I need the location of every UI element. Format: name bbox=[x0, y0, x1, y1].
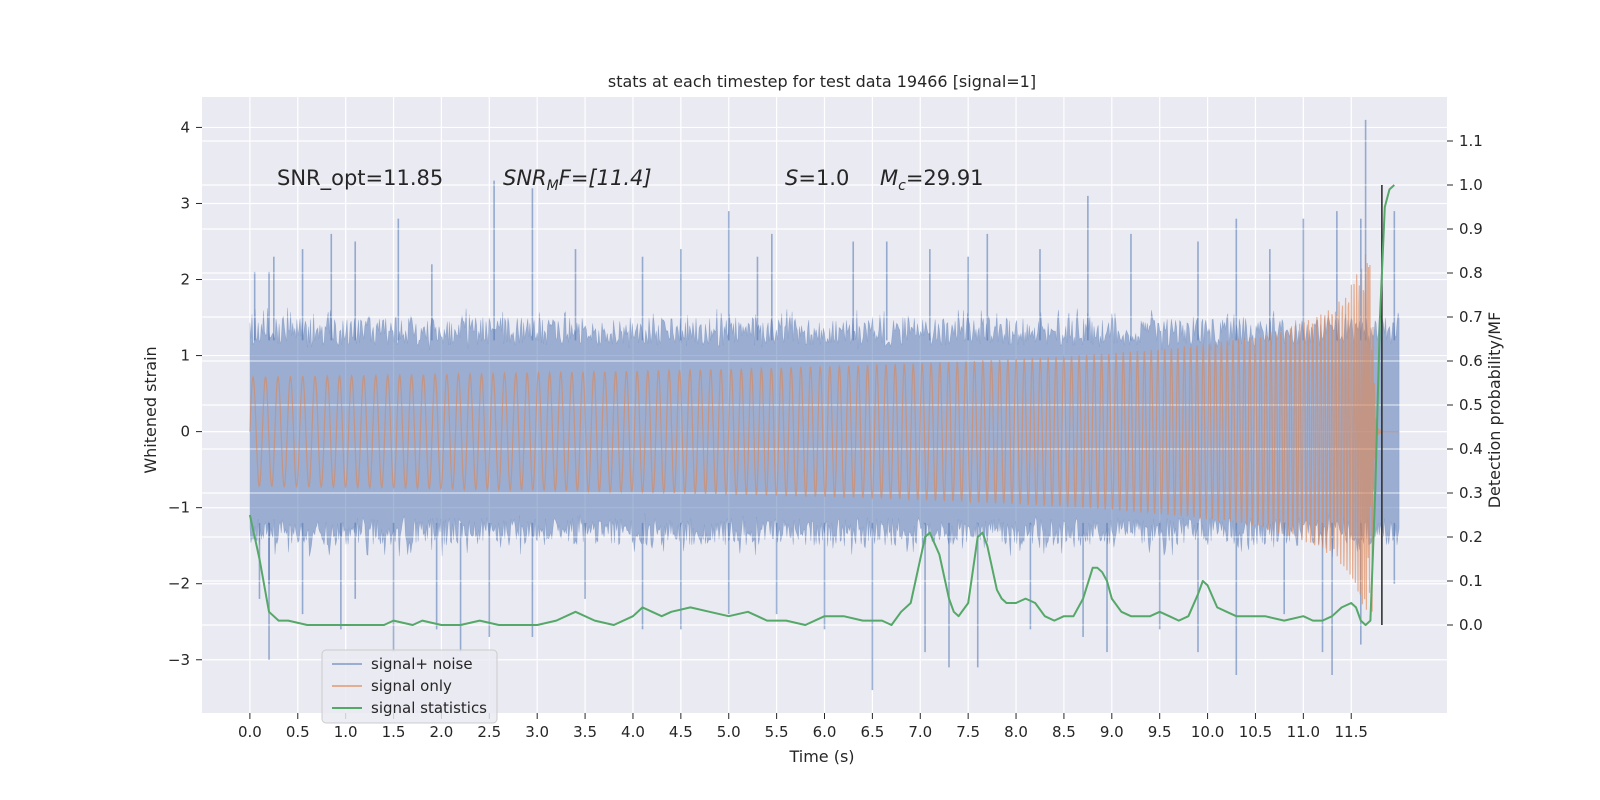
annotation-mc-rest: =29.91 bbox=[906, 166, 984, 190]
x-tick-label-6: 3.0 bbox=[525, 723, 549, 741]
annotation-s-rest: =1.0 bbox=[798, 166, 849, 190]
x-tick-label-12: 6.0 bbox=[813, 723, 837, 741]
y-axis-label: Whitened strain bbox=[141, 346, 160, 473]
legend-label-signal: signal only bbox=[371, 677, 452, 695]
annotation-snr-mf-sub: M bbox=[547, 178, 559, 194]
chart-title: stats at each timestep for test data 194… bbox=[608, 72, 1036, 91]
x-tick-label-15: 7.5 bbox=[956, 723, 980, 741]
y-tick-label-3: 1 bbox=[180, 347, 190, 365]
series-signal-only bbox=[249, 254, 1400, 612]
y2-tick-label-10: 0.1 bbox=[1459, 572, 1483, 590]
x-tick-label-9: 4.5 bbox=[669, 723, 693, 741]
x-tick-label-13: 6.5 bbox=[860, 723, 884, 741]
legend-label-noise: signal+ noise bbox=[371, 655, 473, 673]
y-tick-label-1: 3 bbox=[180, 194, 190, 212]
y-tick-label-5: −1 bbox=[168, 499, 190, 517]
x-tick-label-1: 0.5 bbox=[286, 723, 310, 741]
noise-spikes bbox=[253, 119, 1396, 691]
x-tick-label-10: 5.0 bbox=[717, 723, 741, 741]
x-tick-label-4: 2.0 bbox=[429, 723, 453, 741]
annotation-snr-opt: SNR_opt=11.85 bbox=[277, 166, 443, 191]
annotation-snr-mf-rest: F=[11.4] bbox=[559, 166, 652, 190]
x-tick-label-0: 0.0 bbox=[238, 723, 262, 741]
annotation-mc: Mc=29.91 bbox=[880, 166, 984, 194]
y-tick-label-6: −2 bbox=[168, 575, 190, 593]
x-tick-label-22: 11.0 bbox=[1287, 723, 1320, 741]
y-axis-right: 1.1 1.0 0.9 0.8 0.7 0.6 0.5 0.4 0.3 0.2 0.1 0.0 bbox=[1447, 132, 1483, 634]
x-tick-label-19: 9.5 bbox=[1148, 723, 1172, 741]
x-axis-label: Time (s) bbox=[788, 747, 854, 766]
y2-tick-label-7: 0.4 bbox=[1459, 440, 1483, 458]
y2-tick-label-0: 1.1 bbox=[1459, 132, 1483, 150]
x-tick-label-5: 2.5 bbox=[477, 723, 501, 741]
y2-tick-label-11: 0.0 bbox=[1459, 616, 1483, 634]
y2-tick-label-3: 0.8 bbox=[1459, 264, 1483, 282]
y-axis-left: 4 3 2 1 0 −1 −2 −3 bbox=[168, 118, 202, 669]
x-tick-label-11: 5.5 bbox=[765, 723, 789, 741]
x-tick-label-18: 9.0 bbox=[1100, 723, 1124, 741]
x-tick-label-23: 11.5 bbox=[1335, 723, 1368, 741]
y2-tick-label-4: 0.7 bbox=[1459, 308, 1483, 326]
annotation-mc-sub: c bbox=[898, 178, 906, 194]
x-tick-label-8: 4.0 bbox=[621, 723, 645, 741]
x-tick-label-2: 1.0 bbox=[334, 723, 358, 741]
y2-tick-label-6: 0.5 bbox=[1459, 396, 1483, 414]
x-tick-label-3: 1.5 bbox=[382, 723, 406, 741]
x-tick-label-17: 8.5 bbox=[1052, 723, 1076, 741]
y2-axis-label: Detection probability/MF bbox=[1485, 312, 1504, 509]
annotation-s: S=1.0 bbox=[785, 166, 849, 190]
x-tick-label-7: 3.5 bbox=[573, 723, 597, 741]
legend: signal+ noise signal only signal statist… bbox=[321, 649, 498, 724]
x-tick-label-21: 10.5 bbox=[1239, 723, 1272, 741]
y2-tick-label-8: 0.3 bbox=[1459, 484, 1483, 502]
plot-content bbox=[202, 119, 1447, 691]
annotation-snr-mf: SNRMF=[11.4] bbox=[503, 166, 652, 194]
series-signal-statistics bbox=[248, 184, 1395, 626]
legend-box bbox=[321, 649, 498, 724]
y-tick-label-2: 2 bbox=[180, 271, 190, 289]
annotation-mc-main: M bbox=[880, 166, 898, 190]
y-tick-label-7: −3 bbox=[168, 651, 190, 669]
y2-tick-label-1: 1.0 bbox=[1459, 176, 1483, 194]
x-tick-label-16: 8.0 bbox=[1004, 723, 1028, 741]
legend-label-stat: signal statistics bbox=[371, 699, 487, 717]
x-tick-label-20: 10.0 bbox=[1191, 723, 1224, 741]
x-tick-label-14: 7.0 bbox=[908, 723, 932, 741]
y2-tick-label-2: 0.9 bbox=[1459, 220, 1483, 238]
y-tick-label-4: 0 bbox=[180, 423, 190, 441]
y-tick-label-0: 4 bbox=[180, 118, 190, 136]
y2-tick-label-9: 0.2 bbox=[1459, 528, 1483, 546]
y2-tick-label-5: 0.6 bbox=[1459, 352, 1483, 370]
annotation-snr-mf-main: SNR bbox=[503, 166, 547, 190]
annotation-s-main: S bbox=[785, 166, 798, 190]
